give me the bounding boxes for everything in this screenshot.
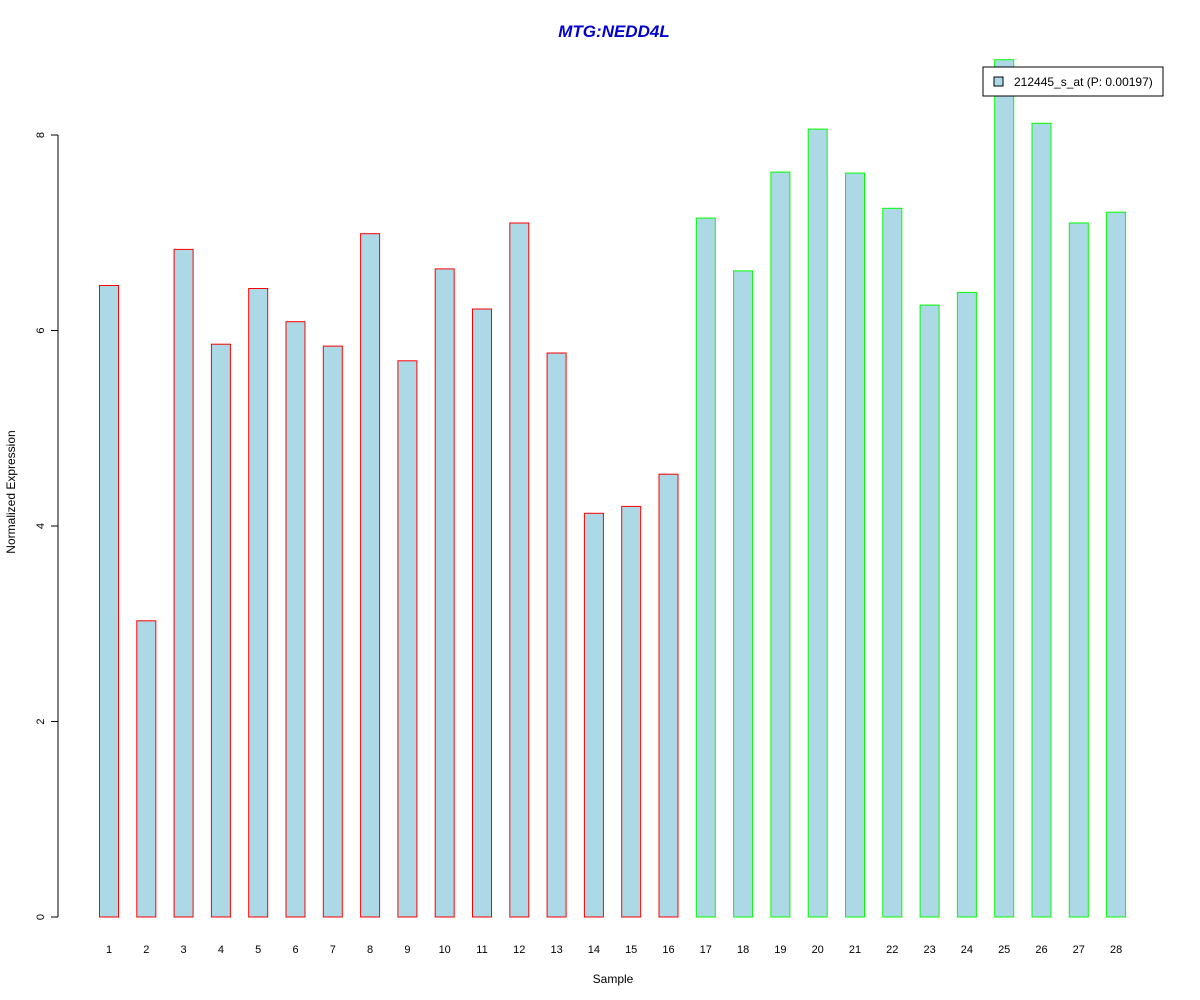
legend-label: 212445_s_at (P: 0.00197)	[1014, 75, 1153, 89]
bar-sample-15	[621, 505, 642, 918]
x-tick-label: 8	[367, 944, 373, 956]
bar-sample-28	[1106, 211, 1127, 918]
x-axis-tick-labels: 1 2 3 4 5 6 7 8 9 10 11 12 13 14 15 16 17 18 19 20 21 22 23 24 2…	[106, 944, 1122, 956]
x-tick-label: 2	[143, 944, 149, 956]
x-tick-label: 16	[662, 944, 674, 956]
x-tick-label: 26	[1035, 944, 1047, 956]
x-tick-label: 15	[625, 944, 637, 956]
x-tick-label: 21	[849, 944, 861, 956]
bar-sample-5	[248, 288, 269, 918]
x-tick-label: 20	[812, 944, 824, 956]
x-tick-label: 24	[961, 944, 973, 956]
bar-sample-23	[919, 304, 940, 918]
chart-title: MTG:NEDD4L	[558, 22, 669, 41]
bar-sample-2	[136, 620, 157, 918]
y-tick-label: 6	[35, 327, 47, 333]
x-tick-label: 17	[700, 944, 712, 956]
x-tick-label: 3	[181, 944, 187, 956]
x-tick-label: 4	[218, 944, 224, 956]
legend-box	[982, 66, 1164, 97]
x-tick-label: 1	[106, 944, 112, 956]
x-tick-label: 19	[774, 944, 786, 956]
bar-sample-16	[658, 473, 679, 918]
x-tick-label: 27	[1073, 944, 1085, 956]
bar-sample-14	[583, 512, 604, 918]
x-tick-label: 7	[330, 944, 336, 956]
x-tick-label: 28	[1110, 944, 1122, 956]
legend: 212445_s_at (P: 0.00197)	[982, 66, 1164, 97]
x-axis-title: Sample	[593, 972, 634, 986]
x-tick-label: 22	[886, 944, 898, 956]
x-tick-label: 25	[998, 944, 1010, 956]
bar-sample-20	[807, 128, 828, 918]
x-tick-label: 10	[439, 944, 451, 956]
x-tick-label: 14	[588, 944, 600, 956]
y-axis-ticks: 0 2 4 6 8	[35, 132, 58, 920]
y-tick-label: 4	[35, 523, 47, 529]
x-tick-label: 12	[513, 944, 525, 956]
x-tick-label: 23	[923, 944, 935, 956]
bar-sample-4	[210, 343, 231, 918]
legend-swatch	[993, 76, 1004, 87]
y-tick-label: 0	[35, 914, 47, 920]
bar-sample-17	[695, 217, 716, 918]
x-tick-label: 18	[737, 944, 749, 956]
x-tick-label: 6	[292, 944, 298, 956]
bar-sample-6	[285, 321, 306, 918]
bar-sample-27	[1068, 222, 1089, 918]
bar-sample-12	[509, 222, 530, 918]
bar-sample-9	[397, 360, 418, 918]
x-tick-label: 11	[476, 944, 487, 956]
bar-sample-8	[360, 233, 381, 918]
bar-sample-11	[472, 308, 492, 918]
y-axis-title: Normalized Expression	[4, 430, 18, 553]
bar-sample-3	[173, 248, 194, 918]
bar-sample-13	[546, 352, 567, 918]
y-tick-label: 2	[35, 718, 47, 724]
y-tick-label: 8	[35, 132, 47, 138]
bar-sample-22	[882, 207, 903, 918]
x-tick-label: 13	[550, 944, 562, 956]
x-tick-label: 9	[404, 944, 410, 956]
bar-sample-7	[322, 345, 343, 918]
bar-sample-1	[99, 285, 119, 918]
bar-sample-18	[733, 270, 754, 918]
bar-sample-26	[1031, 122, 1052, 918]
bar-sample-25	[994, 59, 1015, 918]
bars	[99, 59, 1127, 918]
bar-sample-19	[770, 171, 791, 918]
x-tick-label: 5	[255, 944, 261, 956]
bar-sample-24	[956, 291, 977, 918]
bar-sample-21	[845, 172, 865, 918]
bar-sample-10	[434, 268, 455, 918]
